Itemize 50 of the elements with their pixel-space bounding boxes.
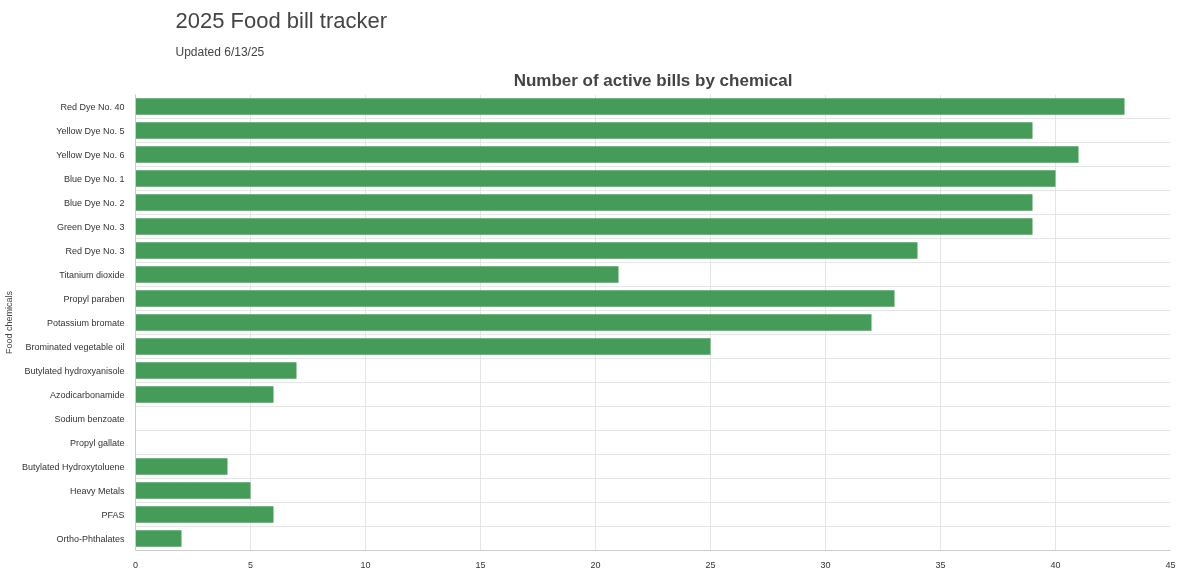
- y-tick-label: PFAS: [101, 509, 125, 520]
- y-axis-title: Food chemicals: [3, 290, 14, 355]
- y-tick-label: Azodicarbonamide: [49, 389, 125, 400]
- bar: [135, 530, 182, 547]
- x-tick-label: 45: [1165, 559, 1176, 570]
- bar: [135, 98, 1125, 115]
- x-tick-label: 5: [248, 559, 254, 570]
- bar: [135, 242, 918, 259]
- bar: [135, 170, 1056, 187]
- bar: [135, 266, 619, 283]
- bar: [135, 146, 1079, 163]
- x-tick-label: 30: [820, 559, 831, 570]
- y-tick-label: Titanium dioxide: [59, 269, 125, 280]
- y-tick-label: Potassium bromate: [46, 317, 125, 328]
- y-tick-label: Heavy Metals: [69, 485, 125, 496]
- x-tick-label: 15: [475, 559, 486, 570]
- y-tick-label: Red Dye No. 3: [65, 245, 125, 256]
- y-tick-label: Red Dye No. 40: [60, 101, 125, 112]
- y-tick-label: Green Dye No. 3: [56, 221, 125, 232]
- y-tick-label: Brominated vegetable oil: [25, 341, 125, 352]
- y-tick-label: Propyl gallate: [69, 437, 125, 448]
- x-tick-label: 40: [1050, 559, 1061, 570]
- y-tick-label: Yellow Dye No. 6: [56, 149, 125, 160]
- y-tick-label: Blue Dye No. 2: [63, 197, 125, 208]
- chart-title: 2025 Food bill tracker: [175, 7, 388, 33]
- bar: [135, 338, 711, 355]
- bar: [135, 218, 1033, 235]
- chart-subtitle: Updated 6/13/25: [175, 44, 265, 59]
- bar: [135, 122, 1033, 139]
- y-tick-label: Yellow Dye No. 5: [56, 125, 125, 136]
- y-tick-label: Sodium benzoate: [54, 413, 125, 424]
- x-tick-label: 20: [590, 559, 601, 570]
- bar: [135, 314, 872, 331]
- y-tick-label: Blue Dye No. 1: [63, 173, 125, 184]
- x-tick-label: 10: [360, 559, 371, 570]
- bar: [135, 194, 1033, 211]
- bar: [135, 458, 228, 475]
- bar: [135, 506, 274, 523]
- bar: [135, 482, 251, 499]
- x-tick-label: 35: [935, 559, 946, 570]
- x-tick-label: 25: [705, 559, 716, 570]
- y-tick-label: Butylated Hydroxytoluene: [21, 461, 125, 472]
- bar: [135, 290, 895, 307]
- y-tick-label: Propyl paraben: [63, 293, 125, 304]
- text: Number of active bills by chemical: [513, 70, 793, 90]
- y-tick-label: Ortho-Phthalates: [56, 533, 125, 544]
- bar: [135, 386, 274, 403]
- x-tick-label: 0: [133, 559, 139, 570]
- bar: [135, 362, 297, 379]
- y-tick-label: Butylated hydroxyanisole: [24, 365, 125, 376]
